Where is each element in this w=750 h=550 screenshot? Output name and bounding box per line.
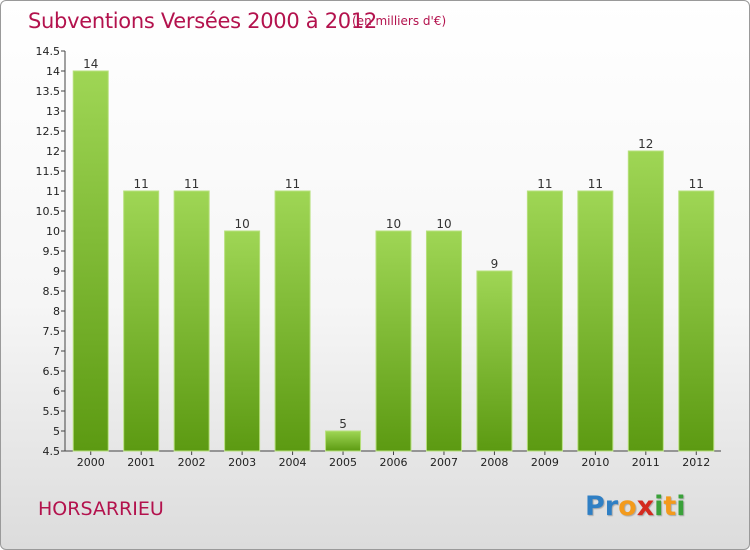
bar-2005 [325,430,362,452]
bar-2011 [627,150,664,452]
data-label: 11 [588,177,603,191]
data-label: 9 [491,257,499,271]
x-tick-label: 2009 [531,456,559,469]
y-tick-label: 12.5 [36,125,61,138]
y-tick-label: 5.5 [43,405,61,418]
x-tick-label: 2010 [581,456,609,469]
commune-name: HORSARRIEU [38,498,164,520]
bar-2010 [577,190,614,452]
y-tick-label: 7 [53,345,60,358]
data-label: 10 [436,217,451,231]
logo-letter: t [663,491,677,522]
data-label: 5 [339,417,347,431]
y-tick-label: 9 [53,265,60,278]
y-tick-label: 9.5 [43,245,61,258]
bar-2000 [72,70,109,452]
y-tick-label: 6 [53,385,60,398]
y-tick-label: 12 [46,145,60,158]
logo-letter: i [654,491,664,522]
data-label: 10 [234,217,249,231]
y-tick-label: 8.5 [43,285,61,298]
proxiti-logo[interactable]: Proxiti [585,491,686,522]
logo-letter: o [618,491,637,522]
bars-group [72,70,715,452]
logo-letter: i [676,491,686,522]
bar-2004 [274,190,311,452]
logo-letter: x [636,491,655,522]
bar-2001 [123,190,160,452]
y-tick-label: 13 [46,105,60,118]
data-label: 11 [537,177,552,191]
y-tick-label: 7.5 [43,325,61,338]
bar-2009 [526,190,563,452]
bar-2012 [678,190,715,452]
x-tick-label: 2004 [279,456,307,469]
bar-2003 [224,230,261,452]
bar-2002 [173,190,210,452]
y-tick-label: 13.5 [36,85,61,98]
bar-2008 [476,270,513,452]
data-label: 12 [638,137,653,151]
y-tick-label: 14 [46,65,60,78]
data-label: 11 [134,177,149,191]
data-labels-group: 14 11 11 10 11 5 10 10 9 11 11 12 11 [83,57,704,431]
logo-letter: P [585,491,605,522]
data-label: 10 [386,217,401,231]
y-tick-label: 10 [46,225,60,238]
y-tick-label: 10.5 [36,205,61,218]
x-tick-label: 2000 [77,456,105,469]
x-tick-label: 2006 [380,456,408,469]
y-tick-label: 4.5 [43,445,61,458]
x-tick-label: 2011 [632,456,660,469]
data-label: 11 [184,177,199,191]
chart-subtitle: (en milliers d'€) [352,14,447,28]
x-tick-label: 2007 [430,456,458,469]
bar-2006 [375,230,412,452]
y-tick-label: 8 [53,305,60,318]
logo-letter: r [604,491,619,522]
y-tick-label: 6.5 [43,365,61,378]
bar-2007 [425,230,462,452]
y-tick-label: 11.5 [36,165,61,178]
data-label: 11 [689,177,704,191]
data-label: 11 [285,177,300,191]
x-tick-label: 2005 [329,456,357,469]
y-tick-label: 5 [53,425,60,438]
chart-title: Subventions Versées 2000 à 2012 [28,9,377,33]
y-axis: 4.5 5 5.5 6 6.5 7 7.5 8 8.5 9 9.5 10 10.5 11 11.5 12 12.… [36,45,66,458]
x-tick-label: 2012 [682,456,710,469]
x-axis: 2000 2001 2002 2003 2004 2005 2006 2007 2008 2009… [65,450,721,469]
x-tick-label: 2008 [480,456,508,469]
y-tick-label: 11 [46,185,60,198]
x-tick-label: 2002 [178,456,206,469]
data-label: 14 [83,57,98,71]
x-tick-label: 2003 [228,456,256,469]
y-tick-label: 14.5 [36,45,61,58]
x-tick-label: 2001 [127,456,155,469]
